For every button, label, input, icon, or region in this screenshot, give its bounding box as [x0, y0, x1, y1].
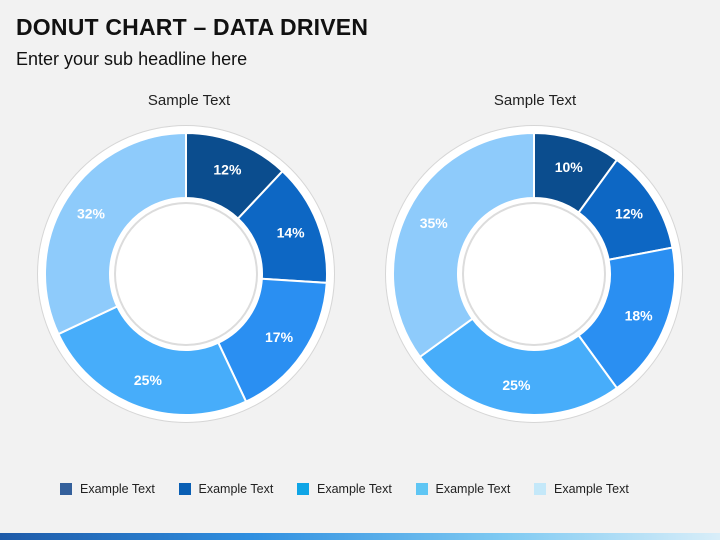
legend-label: Example Text: [317, 482, 392, 496]
donut-slice: [418, 317, 619, 416]
legend-item: Example Text: [297, 482, 416, 496]
donut-hole: [464, 204, 604, 344]
donut-slice: [392, 131, 535, 359]
legend-item: Example Text: [534, 482, 653, 496]
slice-data-label: 17%: [265, 329, 294, 345]
slice-data-label: 12%: [213, 161, 242, 177]
donut-slice: [44, 131, 187, 336]
legend-label: Example Text: [554, 482, 629, 496]
legend-swatch: [178, 483, 191, 495]
legend-swatch: [297, 483, 309, 495]
slice-data-label: 25%: [134, 372, 163, 388]
page-subtitle: Enter your sub headline here: [16, 49, 248, 69]
chart-title-left: Sample Text: [147, 92, 231, 109]
chart-title-right: Sample Text: [493, 92, 577, 109]
slice-data-label: 12%: [615, 206, 644, 222]
page-title: DONUT CHART – DATA DRIVEN: [16, 14, 369, 40]
donut-slice: [577, 246, 676, 390]
legend-item: Example Text: [415, 482, 535, 496]
legend-swatch: [415, 483, 428, 495]
donut-slice: [57, 305, 248, 416]
slice-data-label: 35%: [420, 215, 449, 231]
slice-data-label: 25%: [502, 377, 531, 393]
legend-label: Example Text: [198, 482, 274, 496]
slice-data-label: 14%: [277, 225, 306, 241]
legend-label: Example Text: [435, 482, 511, 496]
bottom-accent-bar: [0, 533, 720, 540]
legend-item: Example Text: [178, 482, 298, 496]
slice-data-label: 32%: [77, 206, 106, 222]
legend-swatch: [534, 483, 546, 495]
legend: Example Text Example Text Example Text E…: [60, 482, 653, 496]
donut-hole: [116, 204, 256, 344]
legend-label: Example Text: [80, 482, 155, 496]
slice-data-label: 10%: [555, 159, 584, 175]
legend-item: Example Text: [60, 482, 179, 496]
legend-swatch: [60, 483, 72, 495]
slice-data-label: 18%: [625, 307, 654, 323]
